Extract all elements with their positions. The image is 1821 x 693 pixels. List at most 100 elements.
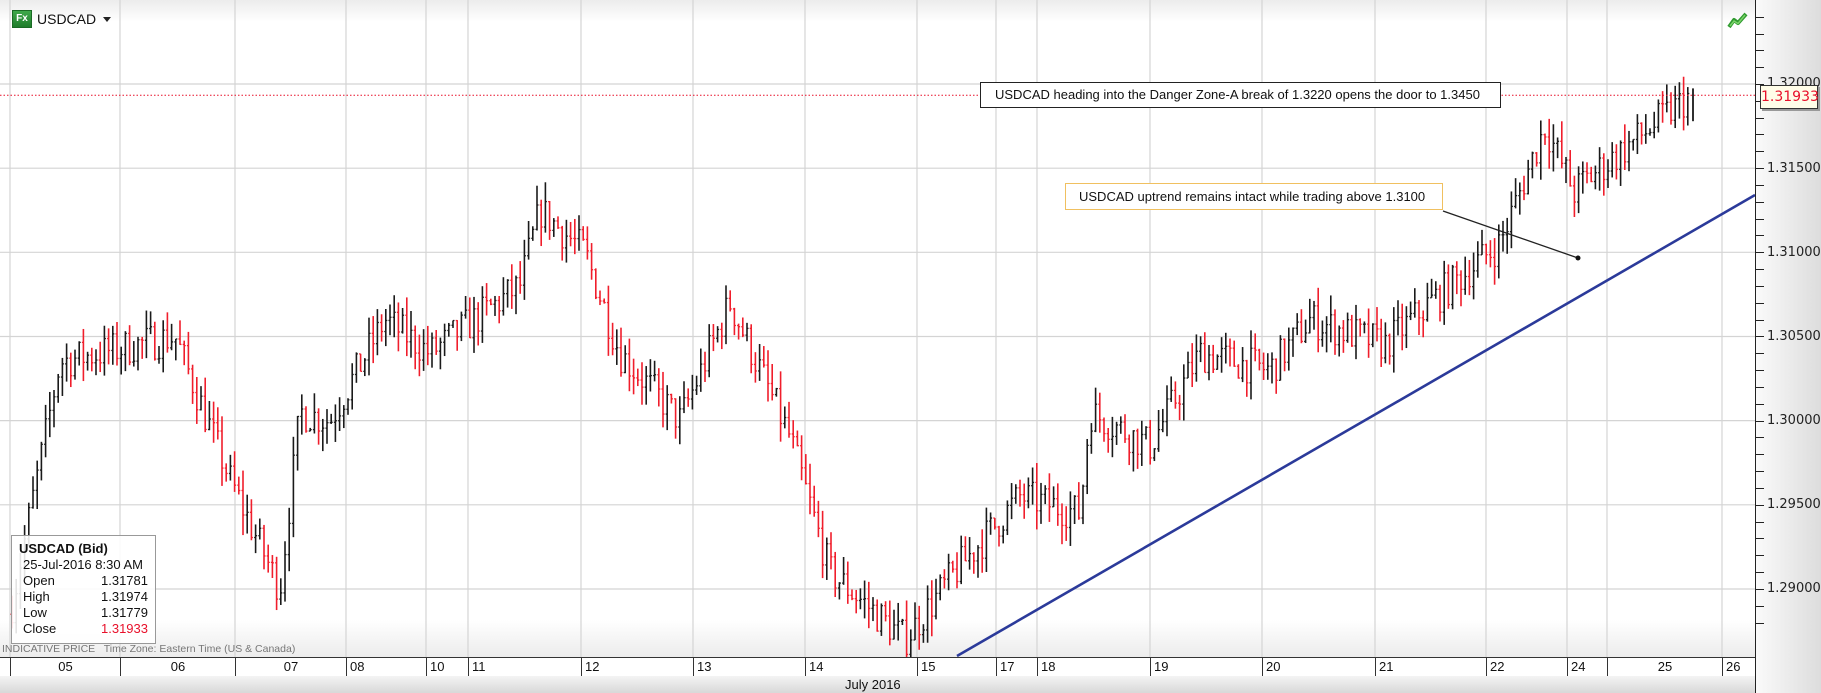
ohlc-bar-up[interactable] [984, 507, 988, 572]
ohlc-bar-up[interactable] [1215, 354, 1219, 370]
ohlc-bar-up[interactable] [1031, 467, 1035, 505]
ohlc-bar-down[interactable] [1018, 479, 1022, 507]
ohlc-bar-up[interactable] [1371, 323, 1375, 348]
ohlc-bar-down[interactable] [128, 325, 132, 366]
ohlc-bar-up[interactable] [132, 341, 136, 367]
ohlc-bar-up[interactable] [283, 541, 287, 602]
ohlc-bar-down[interactable] [737, 323, 741, 340]
ohlc-bar-down[interactable] [518, 261, 522, 294]
ohlc-bar-up[interactable] [384, 308, 388, 347]
ohlc-bar-up[interactable] [1396, 300, 1400, 336]
ohlc-bar-down[interactable] [489, 298, 493, 306]
ohlc-bar-down[interactable] [770, 363, 774, 401]
ohlc-bar-down[interactable] [1190, 343, 1194, 388]
ohlc-bar-down[interactable] [510, 264, 514, 309]
ohlc-bar-down[interactable] [396, 302, 400, 352]
ohlc-bar-down[interactable] [556, 216, 560, 229]
ohlc-bar-up[interactable] [1635, 114, 1639, 155]
ohlc-bar-up[interactable] [976, 545, 980, 578]
ohlc-bar-down[interactable] [1367, 308, 1371, 358]
ohlc-bar-down[interactable] [766, 350, 770, 402]
ohlc-bar-up[interactable] [1665, 84, 1669, 113]
ohlc-bar-down[interactable] [1341, 320, 1345, 353]
ohlc-bar-down[interactable] [1585, 162, 1589, 184]
ohlc-bar-up[interactable] [1497, 224, 1501, 279]
ohlc-bar-up[interactable] [1598, 147, 1602, 191]
ohlc-bar-down[interactable] [762, 346, 766, 368]
ohlc-bar-down[interactable] [266, 544, 270, 573]
ohlc-bar-down[interactable] [1589, 166, 1593, 183]
ohlc-bar-down[interactable] [1572, 175, 1576, 218]
ohlc-bar-up[interactable] [1677, 82, 1681, 119]
ohlc-bar-up[interactable] [333, 404, 337, 442]
ohlc-bar-up[interactable] [1081, 484, 1085, 525]
plot-area[interactable] [0, 0, 1755, 657]
ohlc-bar-up[interactable] [1249, 330, 1253, 400]
ohlc-bar-down[interactable] [812, 485, 816, 517]
ohlc-bar-up[interactable] [1652, 111, 1656, 139]
ohlc-bar-down[interactable] [598, 290, 602, 306]
price-axis[interactable]: 1.32000 1.31500 1.31000 1.30500 1.30000 … [1755, 0, 1821, 693]
ohlc-bar-down[interactable] [1136, 428, 1140, 469]
ohlc-bar-up[interactable] [1526, 159, 1530, 195]
ohlc-bar-down[interactable] [115, 322, 119, 366]
ohlc-bar-down[interactable] [728, 290, 732, 312]
ohlc-bar-down[interactable] [1446, 264, 1450, 309]
ohlc-bar-up[interactable] [149, 311, 153, 335]
ohlc-bar-down[interactable] [69, 352, 73, 388]
ohlc-bar-up[interactable] [1539, 120, 1543, 180]
ohlc-bar-down[interactable] [417, 334, 421, 377]
ohlc-bar-up[interactable] [1673, 85, 1677, 129]
ohlc-bar-down[interactable] [1316, 287, 1320, 353]
ohlc-bar-up[interactable] [716, 326, 720, 343]
ohlc-bar-up[interactable] [1556, 137, 1560, 159]
ohlc-bar-up[interactable] [1509, 191, 1513, 249]
ohlc-bar-up[interactable] [842, 556, 846, 585]
ohlc-bar-up[interactable] [695, 375, 699, 395]
ohlc-bar-up[interactable] [308, 427, 312, 432]
ohlc-bar-down[interactable] [1459, 270, 1463, 307]
ohlc-bar-up[interactable] [1434, 281, 1438, 299]
ohlc-bar-up[interactable] [1430, 278, 1434, 299]
ohlc-bar-up[interactable] [354, 352, 358, 383]
ohlc-bar-down[interactable] [1283, 338, 1287, 372]
ohlc-bar-up[interactable] [1362, 321, 1366, 334]
ohlc-bar-up[interactable] [1320, 320, 1324, 347]
ohlc-bar-up[interactable] [1291, 327, 1295, 357]
ohlc-bar-down[interactable] [212, 401, 216, 443]
ohlc-bar-up[interactable] [438, 337, 442, 370]
ohlc-bar-up[interactable] [1442, 260, 1446, 325]
ohlc-bar-up[interactable] [1606, 159, 1610, 188]
ohlc-bar-down[interactable] [1106, 428, 1110, 453]
ohlc-bar-down[interactable] [1661, 91, 1665, 123]
ohlc-bar-up[interactable] [174, 338, 178, 361]
ohlc-bar-up[interactable] [111, 325, 115, 365]
ohlc-bar-up[interactable] [1304, 319, 1308, 344]
ohlc-bar-up[interactable] [56, 373, 60, 403]
ohlc-bar-down[interactable] [405, 297, 409, 357]
ohlc-bar-up[interactable] [73, 349, 77, 380]
ohlc-bar-up[interactable] [1610, 142, 1614, 178]
annotation-danger-zone[interactable]: USDCAD heading into the Danger Zone-A br… [980, 82, 1501, 108]
ohlc-bar-down[interactable] [1035, 463, 1039, 530]
annotation-anchor-dot[interactable] [1575, 255, 1581, 261]
ohlc-bar-up[interactable] [1157, 410, 1161, 452]
ohlc-bar-down[interactable] [800, 435, 804, 481]
ohlc-bar-up[interactable] [1501, 220, 1505, 252]
ohlc-bar-up[interactable] [1089, 423, 1093, 454]
ohlc-bar-up[interactable] [699, 348, 703, 392]
ohlc-bar-up[interactable] [321, 418, 325, 452]
ohlc-bar-down[interactable] [1543, 133, 1547, 145]
ohlc-bar-down[interactable] [1669, 92, 1673, 125]
ohlc-bar-up[interactable] [1308, 298, 1312, 334]
ohlc-bar-up[interactable] [1014, 484, 1018, 504]
ohlc-bar-down[interactable] [1350, 314, 1354, 347]
ohlc-bar-down[interactable] [1102, 417, 1106, 442]
ohlc-bar-up[interactable] [938, 574, 942, 601]
ohlc-bar-up[interactable] [653, 360, 657, 382]
ohlc-bar-up[interactable] [1026, 477, 1030, 509]
ohlc-bar-down[interactable] [220, 416, 224, 486]
ohlc-bar-up[interactable] [934, 578, 938, 620]
ohlc-bar-up[interactable] [758, 344, 762, 381]
ohlc-bar-down[interactable] [539, 199, 543, 247]
